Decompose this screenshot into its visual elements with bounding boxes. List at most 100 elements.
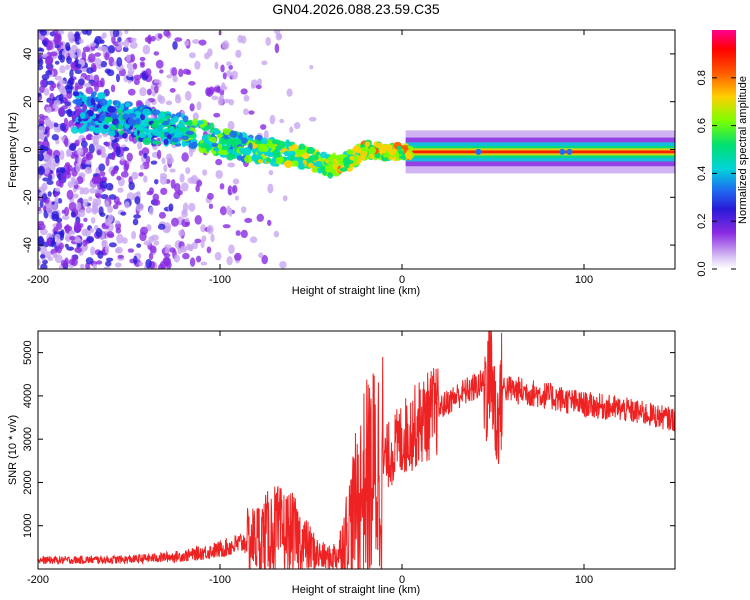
spectrogram-cell <box>174 37 183 42</box>
spectrogram-cell <box>163 30 171 37</box>
spectrogram-cell <box>284 160 293 169</box>
spectrogram-cell <box>45 120 52 127</box>
spectrogram-cell <box>191 241 199 250</box>
spectrogram-cell <box>38 64 44 71</box>
spectrogram-cell <box>106 257 114 262</box>
spectrogram-cell <box>327 156 334 163</box>
spectrogram-cell <box>274 30 281 35</box>
colorbar-tick-label: 0.0 <box>696 261 708 276</box>
spectrogram-cell <box>83 217 88 222</box>
spectrogram-cell <box>56 167 65 174</box>
spectrogram-y-ticks: 40 20 0 -20 -40 <box>22 48 675 253</box>
spectrogram-cell <box>475 148 482 155</box>
spectrogram-cell <box>219 206 227 216</box>
spectrogram-cell <box>277 33 282 39</box>
spectrogram-cell <box>115 246 123 254</box>
spectrogram-cell <box>178 229 185 237</box>
spectrogram-cell <box>104 141 111 147</box>
spectrogram-cell <box>38 165 46 176</box>
spectrogram-cell <box>228 244 235 254</box>
spectrogram-cell <box>145 68 152 77</box>
spectrogram-cell <box>129 53 136 63</box>
spectrogram-cell <box>45 106 52 114</box>
spectrogram-cell <box>55 217 63 223</box>
spectrogram-cell <box>169 168 176 173</box>
spectrogram-cell <box>39 200 44 208</box>
spectrogram-cell <box>188 81 196 86</box>
spectrogram-cell <box>140 113 146 121</box>
spectrogram-cell <box>282 195 288 202</box>
spectrogram-cell <box>152 193 160 202</box>
spectrogram-x-tick-label: -200 <box>27 274 49 286</box>
spectrogram-cell <box>82 198 89 204</box>
spectrogram-cell <box>61 105 69 110</box>
spectrogram-cell <box>104 52 110 61</box>
spectrogram-cell <box>108 242 117 248</box>
spectrogram-cell <box>166 74 173 79</box>
spectrogram-cell <box>171 66 178 77</box>
spectrogram-cell <box>310 154 319 161</box>
spectrogram-cell <box>138 172 144 177</box>
spectrogram-cell <box>194 238 202 244</box>
spectrogram-cell <box>63 117 69 127</box>
spectrogram-cell <box>82 103 87 112</box>
spectrogram-cell <box>134 117 141 125</box>
spectrogram-cell <box>70 126 79 134</box>
spectrogram-cell <box>60 259 68 268</box>
spectrogram-y-tick-label: 0 <box>22 146 34 152</box>
spectrogram-cell <box>117 187 124 193</box>
spectrogram-cell <box>110 170 115 177</box>
spectrogram-cell <box>327 171 334 179</box>
spectrogram-cell <box>127 71 133 78</box>
figure-title: GN04.2026.088.23.59.C35 <box>272 1 440 17</box>
spectrogram-cell <box>268 169 274 176</box>
spectrogram-cell <box>127 113 137 119</box>
spectrogram-cell <box>51 82 57 89</box>
spectrogram-cell <box>154 85 159 94</box>
snr-y-tick-label: 4000 <box>22 384 34 408</box>
spectrogram-cell <box>133 74 142 81</box>
spectrogram-cell <box>273 230 280 238</box>
spectrogram-cell <box>200 224 206 233</box>
spectrogram-cell <box>122 132 128 139</box>
spectrogram-cell <box>243 94 250 102</box>
spectrogram-cell <box>228 207 233 217</box>
spectrogram-cell <box>112 100 118 106</box>
spectrogram-cell <box>62 214 70 221</box>
spectrogram-cell <box>105 182 114 191</box>
spectrogram-cell <box>38 206 42 212</box>
spectrogram-cell <box>82 187 90 195</box>
spectrogram-cell <box>142 137 152 146</box>
spectrogram-cell <box>68 230 76 235</box>
spectrogram-cell <box>59 150 65 161</box>
spectrogram-cell <box>107 99 113 105</box>
spectrogram-cell <box>142 108 151 117</box>
spectrogram-cell <box>163 164 168 173</box>
spectrogram-cell <box>378 147 386 154</box>
spectrogram-cell <box>260 124 267 130</box>
spectrogram-cell <box>234 195 239 201</box>
spectrogram-cell <box>162 256 170 266</box>
spectrogram-cell <box>53 149 61 158</box>
spectrogram-cell <box>110 84 116 93</box>
spectrogram-cell <box>559 148 566 155</box>
spectrogram-cell <box>298 143 306 151</box>
spectrogram-cell <box>70 62 77 72</box>
spectrogram-cell <box>85 206 92 214</box>
spectrogram-cell <box>51 134 59 141</box>
spectrogram-cell <box>52 252 58 259</box>
spectrogram-cell <box>129 41 138 49</box>
spectrogram-cell <box>96 149 102 156</box>
spectrogram-cell <box>84 166 93 175</box>
spectrogram-cell <box>179 173 185 183</box>
spectrogram-cell <box>274 157 283 165</box>
spectrogram-cell <box>72 193 79 199</box>
spectrogram-cell <box>226 256 233 266</box>
spectrogram-cell <box>47 191 52 197</box>
spectrogram-y-tick-label: 40 <box>22 48 34 60</box>
spectrogram-cell <box>38 50 43 56</box>
spectrogram-cell <box>91 125 96 132</box>
snr-panel: -200 -100 0 100 5000 4000 3000 2000 1000 Height… <box>7 330 676 596</box>
spectrogram-cell <box>169 88 176 93</box>
spectrogram-cell <box>96 260 103 265</box>
